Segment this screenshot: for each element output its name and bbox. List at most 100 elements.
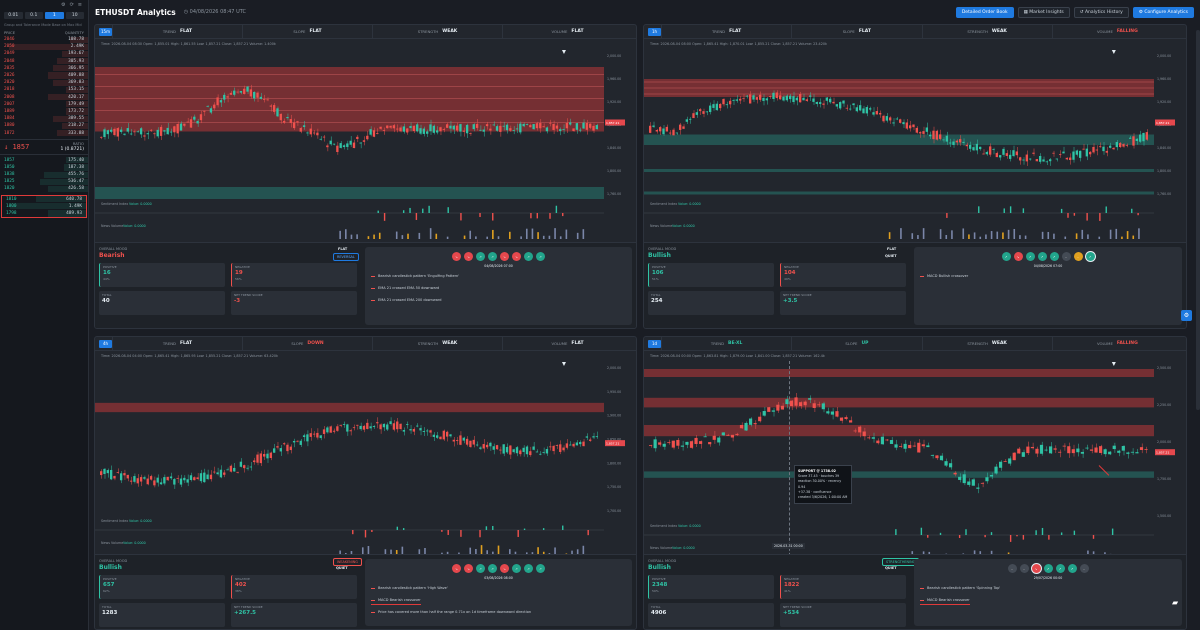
detailed-order-book-button[interactable]: Detailed Order Book (955, 6, 1014, 18)
candle (535, 449, 539, 453)
order-book-row[interactable]: 1850 187.38 (0, 164, 88, 171)
candle-body (1129, 137, 1132, 139)
signal-history-button[interactable]: ↗ (1001, 252, 1011, 261)
candle (595, 123, 599, 130)
signal-history-button[interactable]: ↗ (476, 252, 485, 261)
signal-history-button[interactable]: ↗ (1055, 564, 1065, 573)
order-book-row[interactable]: 2050 2.49K (0, 43, 88, 50)
sentiment-bar (492, 213, 494, 221)
refresh-icon[interactable]: ⟳ (69, 2, 74, 8)
configure-analytics-button[interactable]: ⚙ Configure Analytics (1132, 6, 1194, 18)
timeframe-button[interactable]: 1h (648, 27, 661, 36)
signal-history-button[interactable]: ↘ (464, 252, 473, 261)
signal-history-button[interactable]: ↘ (452, 252, 461, 261)
candle (193, 476, 196, 481)
candle (299, 438, 302, 447)
order-book-row[interactable]: 1880 218.27 (0, 122, 88, 129)
tick-step-button[interactable]: 0.01 (4, 12, 23, 19)
candle-body (785, 95, 788, 101)
timeframe-button[interactable]: 15m (99, 27, 112, 36)
signal-history-button[interactable]: ↗ (488, 252, 497, 261)
order-book-row[interactable]: 2018 153.15 (0, 86, 88, 93)
stat-label: TREND (162, 341, 176, 346)
candle-body (193, 477, 196, 481)
order-book-row[interactable]: 2035 366.95 (0, 65, 88, 72)
signal-history-button[interactable]: ↗ (488, 564, 497, 573)
candle (1069, 153, 1072, 165)
candle-body (871, 437, 875, 439)
tick-step-button[interactable]: 1 (45, 12, 64, 19)
timeframe-button[interactable]: 4h (99, 339, 112, 348)
signal-history-button[interactable]: ↘ (500, 252, 509, 261)
order-book-row[interactable]: 1838 455.76 (0, 171, 88, 178)
order-book-row[interactable]: 1889 173.72 (0, 108, 88, 115)
signal-history-button[interactable]: – (1079, 564, 1089, 573)
candle (780, 402, 784, 410)
signal-history-button[interactable]: ↗ (536, 564, 545, 573)
signal-history-button[interactable]: ↘ (464, 564, 473, 573)
menu-icon[interactable]: ≡ (77, 2, 82, 8)
order-book-row[interactable]: 2020 369.83 (0, 79, 88, 86)
candle-body (409, 429, 412, 431)
stat-value: DOWN (307, 341, 324, 346)
signal-history-button[interactable]: ↘ (452, 564, 461, 573)
signal-history-button[interactable]: – (1073, 252, 1083, 261)
price-cell: 2007 (4, 101, 15, 107)
market-insights-button[interactable]: ▦ Market Insights (1017, 6, 1070, 18)
analytics-history-button[interactable]: ↺ Analytics History (1073, 6, 1129, 18)
chat-icon[interactable]: ▰ (1172, 598, 1179, 607)
candle-body (949, 142, 952, 144)
signal-history-button[interactable]: – (1007, 564, 1017, 573)
order-book-row[interactable]: 2046 108.78 (0, 36, 88, 43)
signal-history-button[interactable]: ↘ (512, 252, 521, 261)
floating-settings-button[interactable]: ⚙ (1181, 310, 1192, 321)
order-book-row[interactable]: 1798 489.93 (2, 210, 86, 217)
signal-history-button[interactable]: ↗ (1085, 252, 1095, 261)
net-label: NET TREND SCORE (234, 605, 263, 609)
tick-step-button[interactable]: 0.1 (24, 12, 43, 19)
order-book-row[interactable]: 1825 536.47 (0, 178, 88, 185)
stat-value: FALLING (1116, 29, 1138, 34)
signal-history-button[interactable]: ↗ (1049, 252, 1059, 261)
order-book-row[interactable]: 2026 409.88 (0, 72, 88, 79)
timeframe-button[interactable]: 1d (648, 339, 661, 348)
signal-history-button[interactable]: ↗ (1067, 564, 1077, 573)
order-book-row[interactable]: 2007 179.49 (0, 101, 88, 108)
candle (805, 97, 808, 102)
order-book-row[interactable]: 2048 305.93 (0, 58, 88, 65)
candle (406, 421, 409, 429)
signal-history-button[interactable]: ↗ (1025, 252, 1035, 261)
signal-history-button[interactable]: ↗ (524, 252, 533, 261)
order-book-row[interactable]: 1872 333.88 (0, 129, 88, 137)
signal-history-button[interactable]: – (1061, 252, 1071, 261)
signal-history-button[interactable]: ↗ (476, 564, 485, 573)
signal-history-button[interactable]: ↘ (1013, 252, 1023, 261)
order-book-row[interactable]: 1800 1.49K (2, 203, 86, 210)
signal-history-button[interactable]: ↘ (1031, 564, 1041, 573)
signal-history-button[interactable]: ↗ (536, 252, 545, 261)
signal-history-button[interactable]: ↗ (1043, 564, 1053, 573)
candle-body (362, 140, 366, 142)
candle (216, 467, 219, 476)
candle-body (502, 125, 505, 127)
order-book-row[interactable]: 1810 640.78 (2, 196, 86, 203)
signal-history-button[interactable]: ↗ (512, 564, 521, 573)
candle (895, 116, 898, 121)
candle-body (717, 437, 721, 443)
signal-history-button[interactable]: ↘ (500, 564, 509, 573)
page-scrollbar[interactable] (1196, 30, 1200, 410)
signal-history-button[interactable]: – (1019, 564, 1029, 573)
settings-icon[interactable]: ⚙ (61, 2, 66, 8)
signal-history-button[interactable]: ↗ (524, 564, 533, 573)
candle (705, 111, 708, 116)
candle (439, 436, 442, 440)
news-volume-bar (373, 234, 375, 239)
signal-history-button[interactable]: ↗ (1037, 252, 1047, 261)
tick-step-button[interactable]: 10 (65, 12, 84, 19)
overall-mood: Bullish (99, 564, 122, 571)
order-book-row[interactable]: 2049 193.67 (0, 50, 88, 58)
order-book-row[interactable]: 1820 426.58 (0, 185, 88, 193)
order-book-row[interactable]: 1884 389.55 (0, 115, 88, 122)
order-book-row[interactable]: 2008 420.17 (0, 94, 88, 101)
order-book-row[interactable]: 1857 175.40 (0, 157, 88, 164)
